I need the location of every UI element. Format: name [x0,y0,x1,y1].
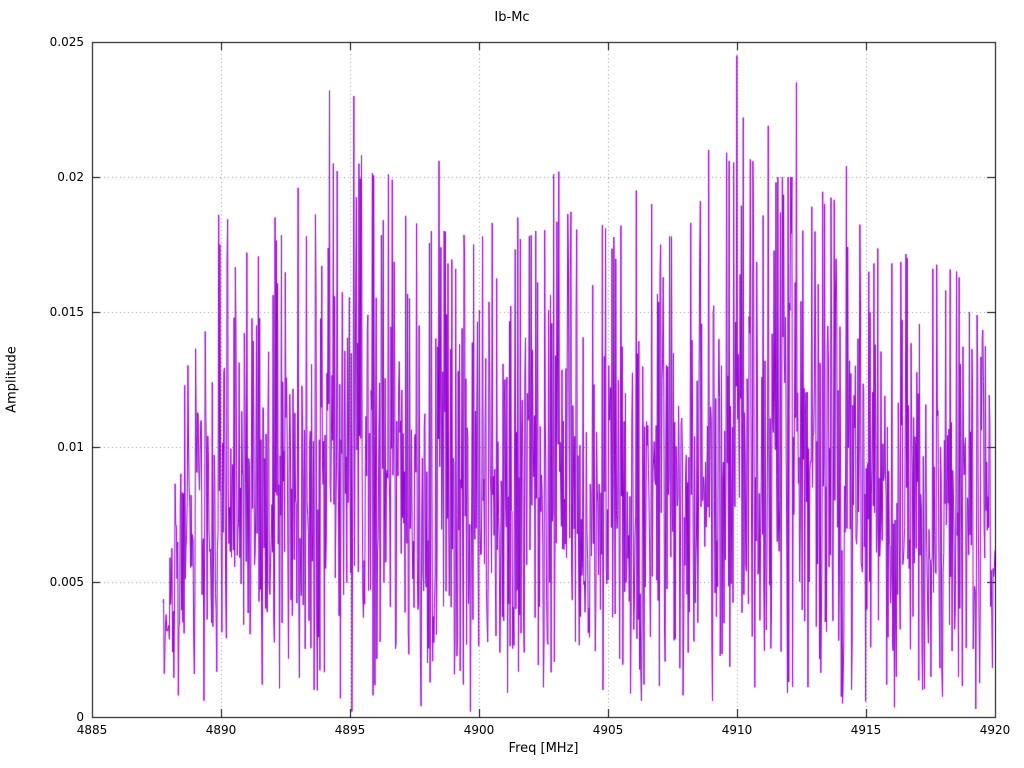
y-tick-label: 0.015 [49,305,84,319]
x-tick-label: 4885 [76,723,108,737]
y-tick-label: 0 [76,710,84,724]
x-tick-label: 4905 [592,723,624,737]
y-tick-label: 0.005 [49,575,84,589]
y-axis-label: Amplitude [4,346,20,413]
y-tick-label: 0.01 [57,440,84,454]
chart-title: Ib-Mc [494,10,530,25]
y-tick-label: 0.02 [57,170,84,184]
x-tick-label: 4900 [463,723,495,737]
x-axis-label: Freq [MHz] [508,741,579,756]
x-tick-label: 4920 [979,723,1011,737]
x-tick-label: 4895 [334,723,366,737]
x-tick-label: 4890 [205,723,237,737]
x-tick-label: 4910 [721,723,753,737]
x-tick-label: 4915 [850,723,882,737]
y-tick-label: 0.025 [49,35,84,49]
